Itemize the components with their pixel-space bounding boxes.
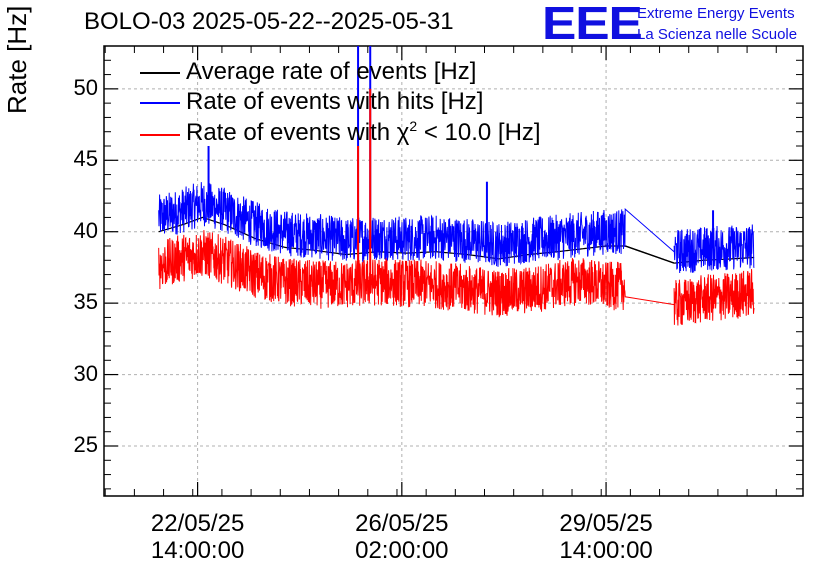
x-tick-label: 26/05/25 02:00:00 [337,510,467,564]
y-tick-label: 40 [73,217,98,243]
logo-line1: Extreme Energy Events [637,5,795,22]
y-tick-label: 50 [73,74,98,100]
axis-ticks [104,45,803,496]
y-tick-label: 25 [73,432,98,457]
legend-swatch-average [140,72,180,74]
x-tick-label-date: 29/05/25 [559,510,653,537]
legend-label-chi2: Rate of events with χ2 < 10.0 [Hz] [186,118,541,147]
x-tick-label: 29/05/25 14:00:00 [541,510,671,564]
legend-label-average: Average rate of events [Hz] [186,58,477,85]
y-tick-label: 35 [73,289,98,315]
eee-logo: EEE [542,0,643,49]
x-tick-label-date: 22/05/25 [150,510,245,537]
legend-label-chi2-prefix: Rate of events with χ [186,119,410,146]
x-tick-label: 22/05/25 14:00:00 [133,510,263,564]
logo-line2: La Scienza nelle Scuole [637,26,798,43]
y-axis-label: Rate [Hz] [2,5,32,114]
y-tick-label: 45 [73,146,98,172]
legend-swatch-chi2 [140,134,180,136]
legend-label-chi2-sup: 2 [409,118,418,134]
legend-label-chi2-suffix: < 10.0 [Hz] [417,119,541,146]
series-line-2 [158,182,755,274]
legend-label-hits: Rate of events with hits [Hz] [186,88,484,115]
x-tick-label-time: 02:00:00 [355,537,449,564]
legend-swatch-hits [140,102,180,104]
chart-title: BOLO-03 2025-05-22--2025-05-31 [84,8,454,35]
x-tick-label-time: 14:00:00 [559,537,653,564]
series-group [158,46,755,326]
logo-text: Extreme Energy Events La Scienza nelle S… [637,3,797,45]
plot-frame [103,45,804,497]
series-line-3 [158,230,755,326]
y-tick-label: 30 [73,360,98,386]
x-tick-label-time: 14:00:00 [150,537,245,564]
average-gap-line [625,245,675,264]
x-tick-label-date: 26/05/25 [355,510,449,537]
